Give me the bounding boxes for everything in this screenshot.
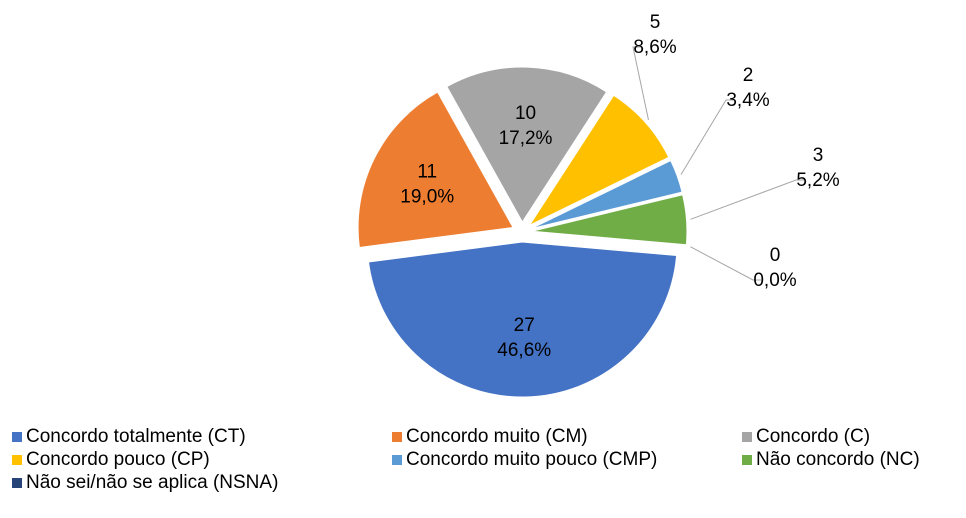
legend-label: Não concordo (NC) bbox=[756, 449, 920, 470]
pie-slice bbox=[357, 91, 514, 249]
data-label-count: 3 bbox=[813, 145, 824, 166]
data-label-percent: 17,2% bbox=[499, 128, 553, 149]
data-label-percent: 0,0% bbox=[753, 270, 796, 291]
pie-slice bbox=[446, 66, 608, 223]
data-label-percent: 5,2% bbox=[796, 170, 839, 191]
data-label-count: 27 bbox=[514, 315, 535, 336]
data-label-percent: 46,6% bbox=[497, 340, 551, 361]
data-label-count: 5 bbox=[650, 12, 661, 33]
legend-swatch bbox=[742, 432, 752, 442]
leader-line bbox=[632, 46, 649, 121]
leader-line bbox=[690, 179, 804, 220]
legend-swatch bbox=[12, 455, 22, 465]
legend-swatch bbox=[392, 455, 402, 465]
data-label-percent: 3,4% bbox=[726, 90, 769, 111]
legend-label: Concordo pouco (CP) bbox=[26, 449, 210, 470]
data-label-count: 10 bbox=[515, 103, 536, 124]
leader-line bbox=[690, 246, 761, 281]
legend-swatch bbox=[742, 455, 752, 465]
pie-slice bbox=[531, 159, 683, 230]
pie-slice bbox=[528, 94, 670, 227]
pie-slice bbox=[531, 194, 688, 246]
pie-slice bbox=[367, 241, 678, 398]
data-label-count: 0 bbox=[770, 245, 781, 266]
legend-label: Concordo totalmente (CT) bbox=[26, 426, 246, 447]
data-label-percent: 19,0% bbox=[400, 186, 454, 207]
legend-label: Concordo muito pouco (CMP) bbox=[406, 449, 657, 470]
data-label-count: 11 bbox=[417, 161, 437, 182]
legend-swatch bbox=[12, 432, 22, 442]
leader-line bbox=[680, 99, 734, 175]
data-label-percent: 8,6% bbox=[633, 37, 676, 58]
legend-swatch bbox=[12, 478, 22, 488]
legend-swatch bbox=[392, 432, 402, 442]
legend-label: Concordo (C) bbox=[756, 426, 870, 447]
legend-label: Concordo muito (CM) bbox=[406, 426, 588, 447]
legend-label: Não sei/não se aplica (NSNA) bbox=[26, 472, 278, 493]
data-label-count: 2 bbox=[743, 65, 754, 86]
